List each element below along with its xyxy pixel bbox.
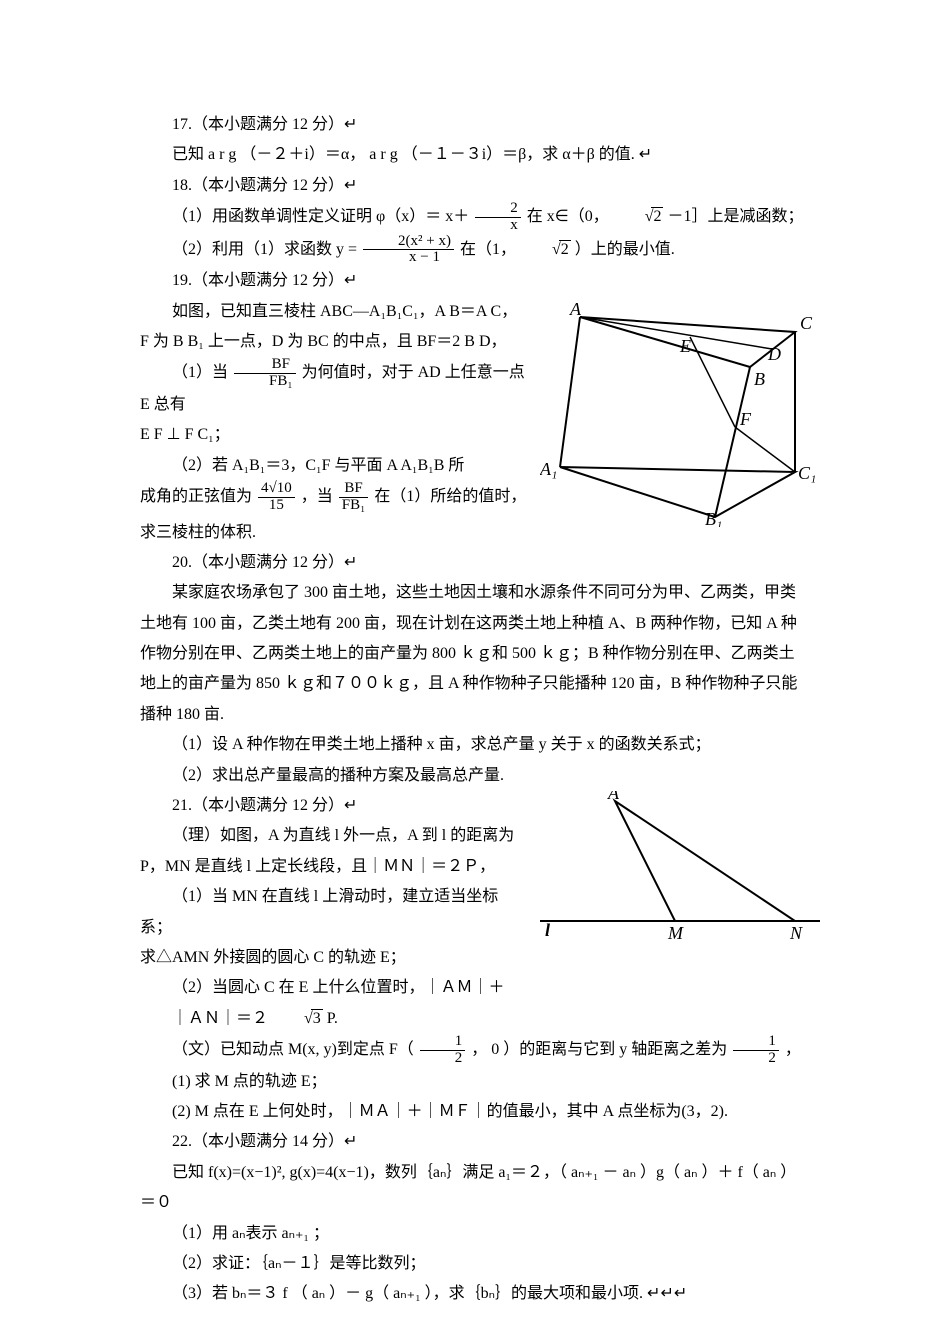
q17-header: 17.（本小题满分 12 分）↵ <box>140 110 810 140</box>
numerator: BF <box>339 481 369 498</box>
q22-l1: 已知 f(x)=(x−1)², g(x)=4(x−1)，数列｛aₙ｝满足 a₁＝… <box>140 1158 810 1219</box>
q18-p1-c: －1］上是减函数； <box>667 208 803 225</box>
q19-l1: 如图，已知直三棱柱 ABC—A₁B₁C₁，A B＝A C， <box>140 297 530 327</box>
q21-w3: (2) M 点在 E 上何处时，｜ＭＡ｜＋｜ＭＦ｜的值最小，其中 A 点坐标为(… <box>140 1097 810 1127</box>
q21-l1: （理）如图，A 为直线 l 外一点，A 到 l 的距离为 <box>140 821 530 851</box>
q19-l3a: （1）当 <box>172 364 228 381</box>
q21-figure: A l M N <box>540 791 820 951</box>
q21-l6b: P. <box>327 1010 338 1027</box>
denominator: 2 <box>420 1051 466 1067</box>
triangle-svg: A l M N <box>540 791 820 951</box>
q21-block: （理）如图，A 为直线 l 外一点，A 到 l 的距离为 P，MN 是直线 l … <box>140 821 810 1003</box>
q22-header: 22.（本小题满分 14 分）↵ <box>140 1127 810 1157</box>
svg-text:E: E <box>679 336 691 356</box>
q21-w1b: ， 0 ）的距离与它到 y 轴距离之差为 <box>471 1041 727 1058</box>
q21-w1c: ， <box>785 1041 801 1058</box>
q19-figure: A C B D E F A₁ C₁ B₁ <box>540 297 820 527</box>
q21-l3: （1）当 MN 在直线 l 上滑动时，建立适当坐标系； <box>140 882 530 943</box>
fraction: BF FB₁ <box>339 481 369 514</box>
q21-l2: P，MN 是直线 l 上定长线段，且｜ＭＮ｜＝２Ｐ， <box>140 852 530 882</box>
fraction: 1 2 <box>420 1034 466 1067</box>
svg-text:B: B <box>754 369 765 389</box>
q20-p2: （2）求出总产量最高的播种方案及最高总产量. <box>140 761 810 791</box>
svg-text:B₁: B₁ <box>705 509 722 527</box>
q18-p1-a: （1）用函数单调性定义证明 φ（x）＝ x＋ <box>172 208 469 225</box>
q18-header: 18.（本小题满分 12 分）↵ <box>140 171 810 201</box>
q19-l2: F 为 B B₁ 上一点，D 为 BC 的中点，且 BF＝2 B D， <box>140 327 530 357</box>
fraction: BF FB₁ <box>234 357 296 390</box>
q20-header: 20.（本小题满分 12 分）↵ <box>140 548 810 578</box>
denominator: FB₁ <box>234 374 296 390</box>
numerator: 2 <box>475 201 521 218</box>
svg-text:C: C <box>800 313 813 333</box>
q20-body: 某家庭农场承包了 300 亩土地，这些土地因土壤和水源条件不同可分为甲、乙两类，… <box>140 578 810 730</box>
q21-l6: ｜ＡＮ｜＝２ √3 P. <box>140 1004 810 1034</box>
q21-l4: 求△AMN 外接圆的圆心 C 的轨迹 E； <box>140 943 530 973</box>
svg-text:N: N <box>789 923 803 943</box>
numerator: BF <box>234 357 296 374</box>
svg-text:D: D <box>767 344 781 364</box>
numerator: 1 <box>420 1034 466 1051</box>
q21-w2: (1) 求 M 点的轨迹 E； <box>140 1067 810 1097</box>
sqrt-icon: √3 <box>272 1004 323 1034</box>
sqrt-icon: √2 <box>613 202 664 232</box>
q19-l4: E F ⊥ F C₁； <box>140 420 530 450</box>
svg-text:A: A <box>569 299 582 319</box>
q19-text: 如图，已知直三棱柱 ABC—A₁B₁C₁，A B＝A C， F 为 B B₁ 上… <box>140 297 530 514</box>
svg-text:A: A <box>607 791 620 803</box>
q20-p1: （1）设 A 种作物在甲类土地上播种 x 亩，求总产量 y 关于 x 的函数关系… <box>140 730 810 760</box>
q18-p2-a: （2）利用（1）求函数 y = <box>172 241 357 258</box>
q18-p1-b: 在 x∈（0， <box>527 208 609 225</box>
q22-p3: （3）若 bₙ＝３ f （ aₙ ）－ g（ aₙ₊₁ ），求｛bₙ｝的最大项和… <box>140 1279 810 1309</box>
fraction: 2 x <box>475 201 521 234</box>
q19-l6b: ，当 <box>301 488 333 505</box>
q17-body: 已知 a r g （－２＋i）＝α， a r g （－１－３i）＝β，求 α＋β… <box>140 140 810 170</box>
page: 17.（本小题满分 12 分）↵ 已知 a r g （－２＋i）＝α， a r … <box>0 0 950 1344</box>
svg-text:A₁: A₁ <box>540 459 557 479</box>
denominator: FB₁ <box>339 498 369 514</box>
denominator: 15 <box>258 498 295 514</box>
prism-svg: A C B D E F A₁ C₁ B₁ <box>540 297 820 527</box>
svg-text:C₁: C₁ <box>798 463 816 483</box>
fraction: 4√10 15 <box>258 481 295 514</box>
numerator: 4√10 <box>258 481 295 498</box>
q19-l3: （1）当 BF FB₁ 为何值时，对于 AD 上任意一点 E 总有 <box>140 357 530 420</box>
q21-text: （理）如图，A 为直线 l 外一点，A 到 l 的距离为 P，MN 是直线 l … <box>140 821 530 1003</box>
q19-l6: 成角的正弦值为 4√10 15 ，当 BF FB₁ 在（1）所给的值时， <box>140 481 530 514</box>
q21-l5: （2）当圆心 C 在 E 上什么位置时，｜ＡＭ｜＋ <box>140 973 530 1003</box>
numerator: 2(x² + x) <box>363 234 454 251</box>
q18-part1: （1）用函数单调性定义证明 φ（x）＝ x＋ 2 x 在 x∈（0， √2 －1… <box>140 201 810 234</box>
q22-p1: （1）用 aₙ表示 aₙ₊₁ ； <box>140 1219 810 1249</box>
sqrt-icon: √2 <box>520 235 571 265</box>
svg-text:l: l <box>545 920 550 940</box>
q19-l5: （2）若 A₁B₁＝3，C₁F 与平面 A A₁B₁B 所 <box>140 451 530 481</box>
q21-l6a: ｜ＡＮ｜＝２ <box>172 1010 268 1027</box>
denominator: x <box>475 218 521 234</box>
q21-w1a: （文）已知动点 M(x, y)到定点 F（ <box>172 1041 414 1058</box>
q22-p2: （2）求证：｛aₙ－１｝是等比数列； <box>140 1249 810 1279</box>
denominator: x − 1 <box>363 250 454 266</box>
q19-l6a: 成角的正弦值为 <box>140 488 252 505</box>
q18-part2: （2）利用（1）求函数 y = 2(x² + x) x − 1 在（1， √2 … <box>140 234 810 267</box>
q19-block: 如图，已知直三棱柱 ABC—A₁B₁C₁，A B＝A C， F 为 B B₁ 上… <box>140 297 810 514</box>
q21-w1: （文）已知动点 M(x, y)到定点 F（ 1 2 ， 0 ）的距离与它到 y … <box>140 1034 810 1067</box>
svg-text:M: M <box>667 923 684 943</box>
q19-header: 19.（本小题满分 12 分）↵ <box>140 266 810 296</box>
q18-p2-c: ）上的最小值. <box>575 241 675 258</box>
svg-text:F: F <box>739 409 752 429</box>
fraction: 2(x² + x) x − 1 <box>363 234 454 267</box>
q18-p2-b: 在（1， <box>460 241 516 258</box>
fraction: 1 2 <box>733 1034 779 1067</box>
q19-l6c: 在（1）所给的值时， <box>374 488 526 505</box>
numerator: 1 <box>733 1034 779 1051</box>
denominator: 2 <box>733 1051 779 1067</box>
